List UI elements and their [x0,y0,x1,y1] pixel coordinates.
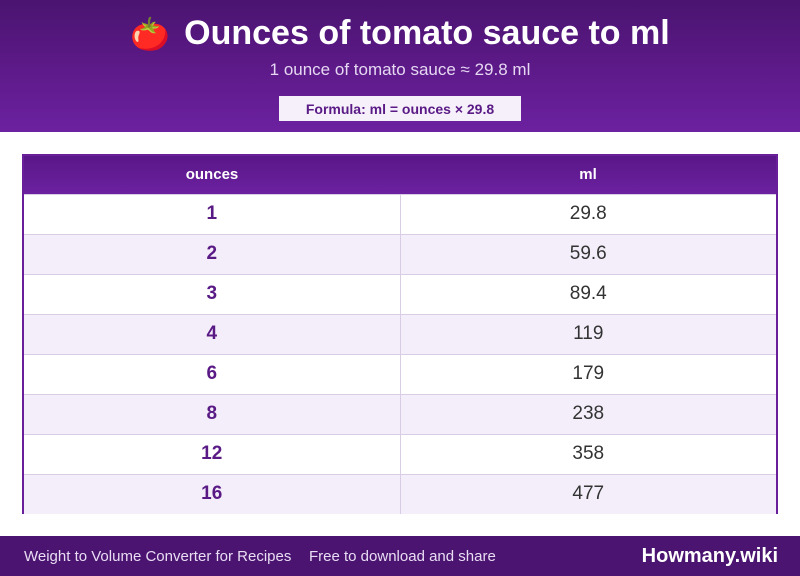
ml-cell: 89.4 [400,273,776,314]
table-row: 16 477 [24,473,776,514]
table-row: 6 179 [24,353,776,394]
ml-cell: 477 [400,473,776,514]
ounces-cell: 4 [24,313,401,354]
page-title-text: Ounces of tomato sauce to ml [184,14,670,52]
column-header-ml: ml [400,156,776,194]
ml-cell: 59.6 [400,233,776,274]
ounces-cell: 8 [24,393,401,434]
ounces-cell: 2 [24,233,401,274]
ounces-cell: 16 [24,473,401,514]
table-row: 2 59.6 [24,233,776,274]
ounces-cell: 1 [24,193,401,234]
page-title: 🍅 Ounces of tomato sauce to ml [0,14,800,53]
ounces-cell: 12 [24,433,401,474]
conversion-table: ounces ml 1 29.8 2 59.6 3 89.4 4 119 6 [22,154,778,514]
page-footer: Weight to Volume Converter for Recipes F… [0,536,800,576]
table-row: 1 29.8 [24,193,776,234]
footer-brand-logo[interactable]: Howmany.wiki [641,544,778,567]
formula-badge: Formula: ml = ounces × 29.8 [279,96,521,121]
ounces-cell: 3 [24,273,401,314]
ml-cell: 119 [400,313,776,354]
footer-share-note: Free to download and share [309,547,496,565]
ounces-cell: 6 [24,353,401,394]
table-row: 12 358 [24,433,776,474]
table-row: 8 238 [24,393,776,434]
ml-cell: 238 [400,393,776,434]
ml-cell: 179 [400,353,776,394]
page-subtitle: 1 ounce of tomato sauce ≈ 29.8 ml [269,60,531,79]
ml-cell: 29.8 [400,193,776,234]
table-row: 3 89.4 [24,273,776,314]
tomato-icon: 🍅 [130,14,171,53]
footer-converter-name: Weight to Volume Converter for Recipes [24,547,292,565]
table-row: 4 119 [24,313,776,354]
table-header-row: ounces ml [24,156,776,194]
ml-cell: 358 [400,433,776,474]
page-header: 🍅 Ounces of tomato sauce to ml 1 ounce o… [0,0,800,132]
column-header-ounces: ounces [24,156,400,194]
